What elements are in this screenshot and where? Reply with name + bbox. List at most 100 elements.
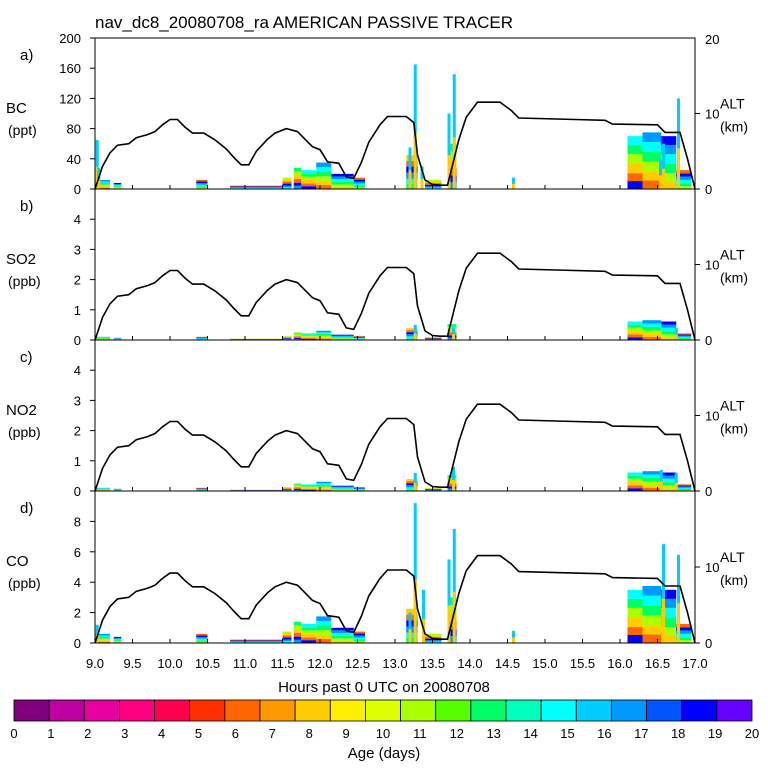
tracer-band-8 — [331, 630, 354, 633]
x-tick-label: 14.5 — [495, 656, 520, 671]
tracer-band-16 — [676, 485, 692, 487]
tracer-band-0 — [95, 488, 110, 490]
tracer-band-14 — [642, 142, 662, 152]
tracer-band-15 — [661, 485, 677, 489]
tracer-band-15 — [661, 154, 677, 164]
tracer-band-0 — [95, 640, 110, 642]
colorbar-swatch — [189, 699, 226, 722]
tracer-band-10 — [406, 330, 418, 333]
tracer-band-4 — [282, 635, 292, 638]
colorbar-tick-label: 10 — [376, 726, 390, 741]
tracer-band-5 — [293, 338, 302, 340]
tracer-band-9 — [353, 338, 365, 339]
tracer-band-4 — [282, 489, 292, 490]
x-tick-label: 12.5 — [345, 656, 370, 671]
tracer-band-14 — [642, 180, 662, 189]
tracer-band-16 — [676, 334, 692, 336]
tracer-band-9 — [353, 639, 365, 642]
tracer-band-2 — [196, 179, 208, 182]
tracer-band-2 — [196, 181, 208, 184]
tracer-spike-base-0 — [95, 634, 99, 643]
colorbar-tick-label: 6 — [232, 726, 239, 741]
tracer-spike-base-1 — [452, 480, 455, 491]
x-tick-label: 10.0 — [157, 656, 182, 671]
tracer-band-12 — [447, 612, 457, 622]
tracer-band-13 — [627, 635, 643, 643]
tracer-band-5 — [293, 487, 302, 489]
tracer-band-7 — [316, 162, 332, 168]
tracer-band-4 — [282, 633, 292, 636]
tracer-band-14 — [642, 334, 662, 338]
tracer-band-10 — [406, 334, 418, 337]
tracer-band-15 — [661, 181, 677, 189]
x-tick-label: 11.5 — [270, 656, 294, 671]
tracer-band-11 — [425, 633, 442, 636]
tracer-band-10 — [406, 487, 418, 490]
tracer-band-6 — [301, 633, 317, 638]
tracer-band-15 — [661, 324, 677, 328]
tracer-band-16 — [676, 170, 692, 174]
colorbar-swatch — [505, 699, 542, 722]
x-tick-label: 13.5 — [420, 656, 445, 671]
tracer-spike-0 — [413, 472, 417, 491]
tracer-band-7 — [316, 337, 332, 339]
panel-letter: a) — [20, 47, 33, 64]
tracer-band-5 — [293, 632, 302, 637]
tracer-band-9 — [353, 489, 365, 491]
tracer-band-12 — [447, 182, 457, 189]
y-tick-label: 3 — [74, 393, 81, 408]
colorbar-tick-label: 16 — [597, 726, 611, 741]
alt-tick-label: 10 — [705, 258, 719, 273]
tracer-band-14 — [642, 320, 662, 324]
tracer-spike-base-1 — [452, 334, 455, 340]
tracer-band-1 — [113, 637, 122, 639]
tracer-band-11 — [425, 184, 442, 187]
colorbar-tick-label: 11 — [413, 726, 427, 741]
y-tick-label: 3 — [74, 242, 81, 257]
tracer-band-5 — [293, 625, 302, 629]
tracer-band-0 — [95, 337, 110, 339]
tracer-band-7 — [316, 486, 332, 489]
tracer-band-2 — [196, 337, 208, 339]
tracer-band-0 — [95, 186, 110, 188]
tracer-band-3 — [230, 187, 283, 188]
tracer-band-4 — [282, 338, 292, 340]
tracer-band-0 — [95, 636, 110, 639]
tracer-band-9 — [353, 179, 365, 182]
colorbar-swatch — [48, 699, 85, 722]
unit-label: (ppb) — [8, 273, 41, 289]
tracer-band-16 — [676, 489, 692, 491]
tracer-band-11 — [425, 487, 442, 489]
tracer-band-13 — [627, 598, 643, 608]
tracer-band-15 — [661, 136, 677, 146]
tracer-band-15 — [661, 321, 677, 325]
tracer-band-1 — [113, 636, 122, 638]
alt-unit: (km) — [720, 421, 748, 437]
tracer-band-10 — [406, 336, 418, 339]
tracer-band-0 — [95, 487, 110, 489]
tracer-band-15 — [661, 334, 677, 338]
colorbar-tick-label: 14 — [523, 726, 537, 741]
x-tick-label: 14.0 — [457, 656, 482, 671]
tracer-band-2 — [196, 640, 208, 642]
x-tick-label: 16.5 — [645, 656, 670, 671]
colorbar-tick-label: 9 — [342, 726, 349, 741]
tracer-band-15 — [661, 173, 677, 182]
x-tick-label: 11.0 — [233, 656, 257, 671]
tracer-band-0 — [95, 183, 110, 185]
colorbar-swatch — [646, 699, 683, 722]
tracer-band-2 — [196, 186, 208, 188]
tracer-band-3 — [230, 640, 283, 642]
tracer-band-1 — [113, 182, 122, 184]
tracer-band-10 — [406, 489, 418, 491]
tracer-band-3 — [230, 187, 283, 189]
alt-unit: (km) — [720, 572, 748, 588]
tracer-band-0 — [95, 179, 110, 182]
tracer-band-14 — [642, 151, 662, 162]
tracer-band-14 — [642, 161, 662, 173]
tracer-band-16 — [676, 335, 692, 337]
tracer-band-2 — [196, 641, 208, 643]
tracer-spike-2 — [659, 469, 663, 491]
tracer-band-15 — [661, 331, 677, 335]
tracer-band-7 — [316, 489, 332, 491]
